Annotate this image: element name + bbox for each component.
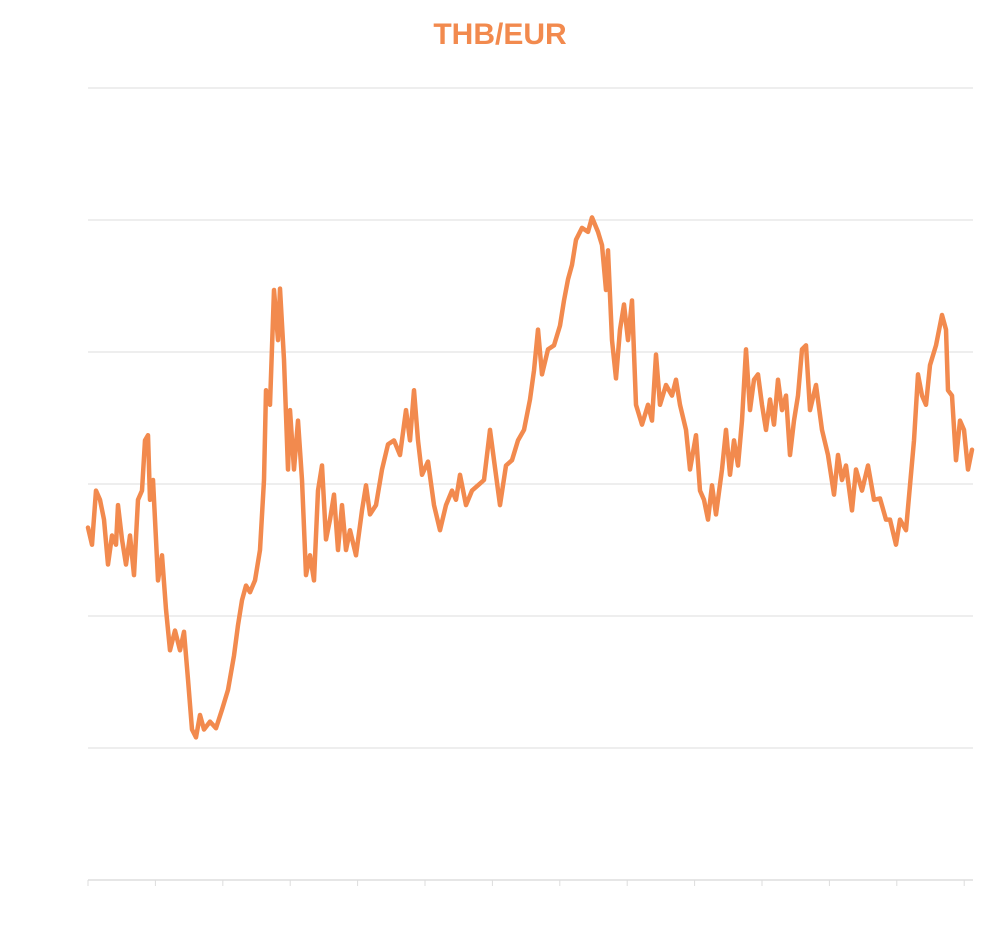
gridlines: [88, 87, 973, 881]
x-axis: [87, 880, 965, 886]
series-line-thb-eur: [85, 215, 975, 740]
chart-title: THB/EUR: [433, 18, 567, 51]
series-layer: [85, 215, 975, 740]
